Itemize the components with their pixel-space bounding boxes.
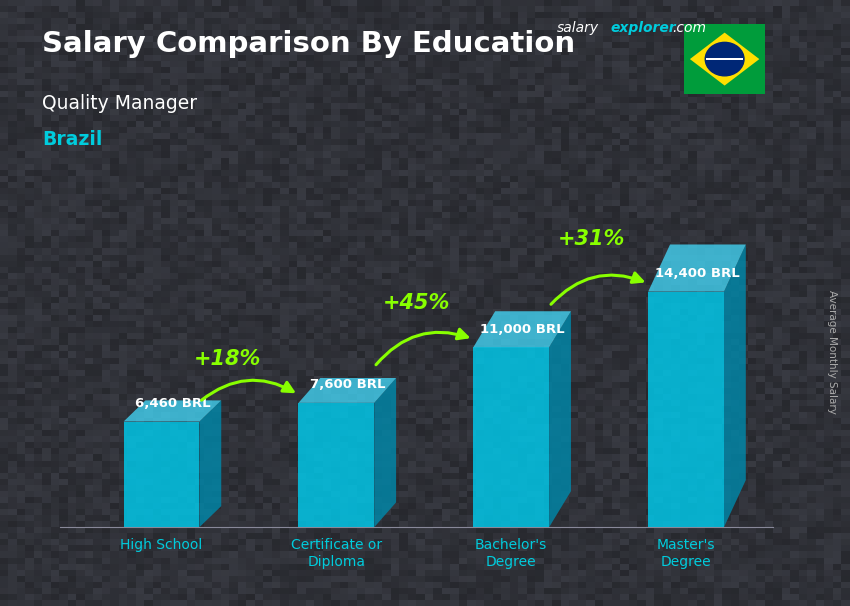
- Polygon shape: [473, 347, 549, 527]
- Polygon shape: [298, 378, 396, 403]
- Text: +18%: +18%: [194, 349, 261, 369]
- Text: 6,460 BRL: 6,460 BRL: [134, 397, 210, 410]
- Polygon shape: [549, 311, 571, 527]
- Polygon shape: [724, 244, 745, 527]
- Text: 11,000 BRL: 11,000 BRL: [480, 323, 564, 336]
- Polygon shape: [374, 378, 396, 527]
- Polygon shape: [123, 401, 221, 422]
- Polygon shape: [649, 291, 724, 527]
- Text: Quality Manager: Quality Manager: [42, 94, 197, 113]
- Text: +31%: +31%: [558, 229, 625, 249]
- Polygon shape: [298, 403, 374, 527]
- Text: Average Monthly Salary: Average Monthly Salary: [827, 290, 837, 413]
- Polygon shape: [473, 311, 571, 347]
- Text: .com: .com: [672, 21, 706, 35]
- Polygon shape: [649, 244, 745, 291]
- Polygon shape: [706, 58, 743, 61]
- FancyArrowPatch shape: [551, 273, 643, 304]
- Text: explorer: explorer: [610, 21, 676, 35]
- Text: 14,400 BRL: 14,400 BRL: [654, 267, 740, 280]
- Polygon shape: [690, 33, 759, 85]
- Text: Salary Comparison By Education: Salary Comparison By Education: [42, 30, 575, 58]
- Polygon shape: [123, 422, 200, 527]
- FancyArrowPatch shape: [201, 380, 293, 400]
- Text: 7,600 BRL: 7,600 BRL: [309, 378, 385, 391]
- Text: Brazil: Brazil: [42, 130, 103, 149]
- Circle shape: [706, 42, 744, 76]
- FancyArrowPatch shape: [376, 329, 468, 365]
- Text: salary: salary: [557, 21, 599, 35]
- Text: +45%: +45%: [382, 293, 450, 313]
- Polygon shape: [200, 401, 221, 527]
